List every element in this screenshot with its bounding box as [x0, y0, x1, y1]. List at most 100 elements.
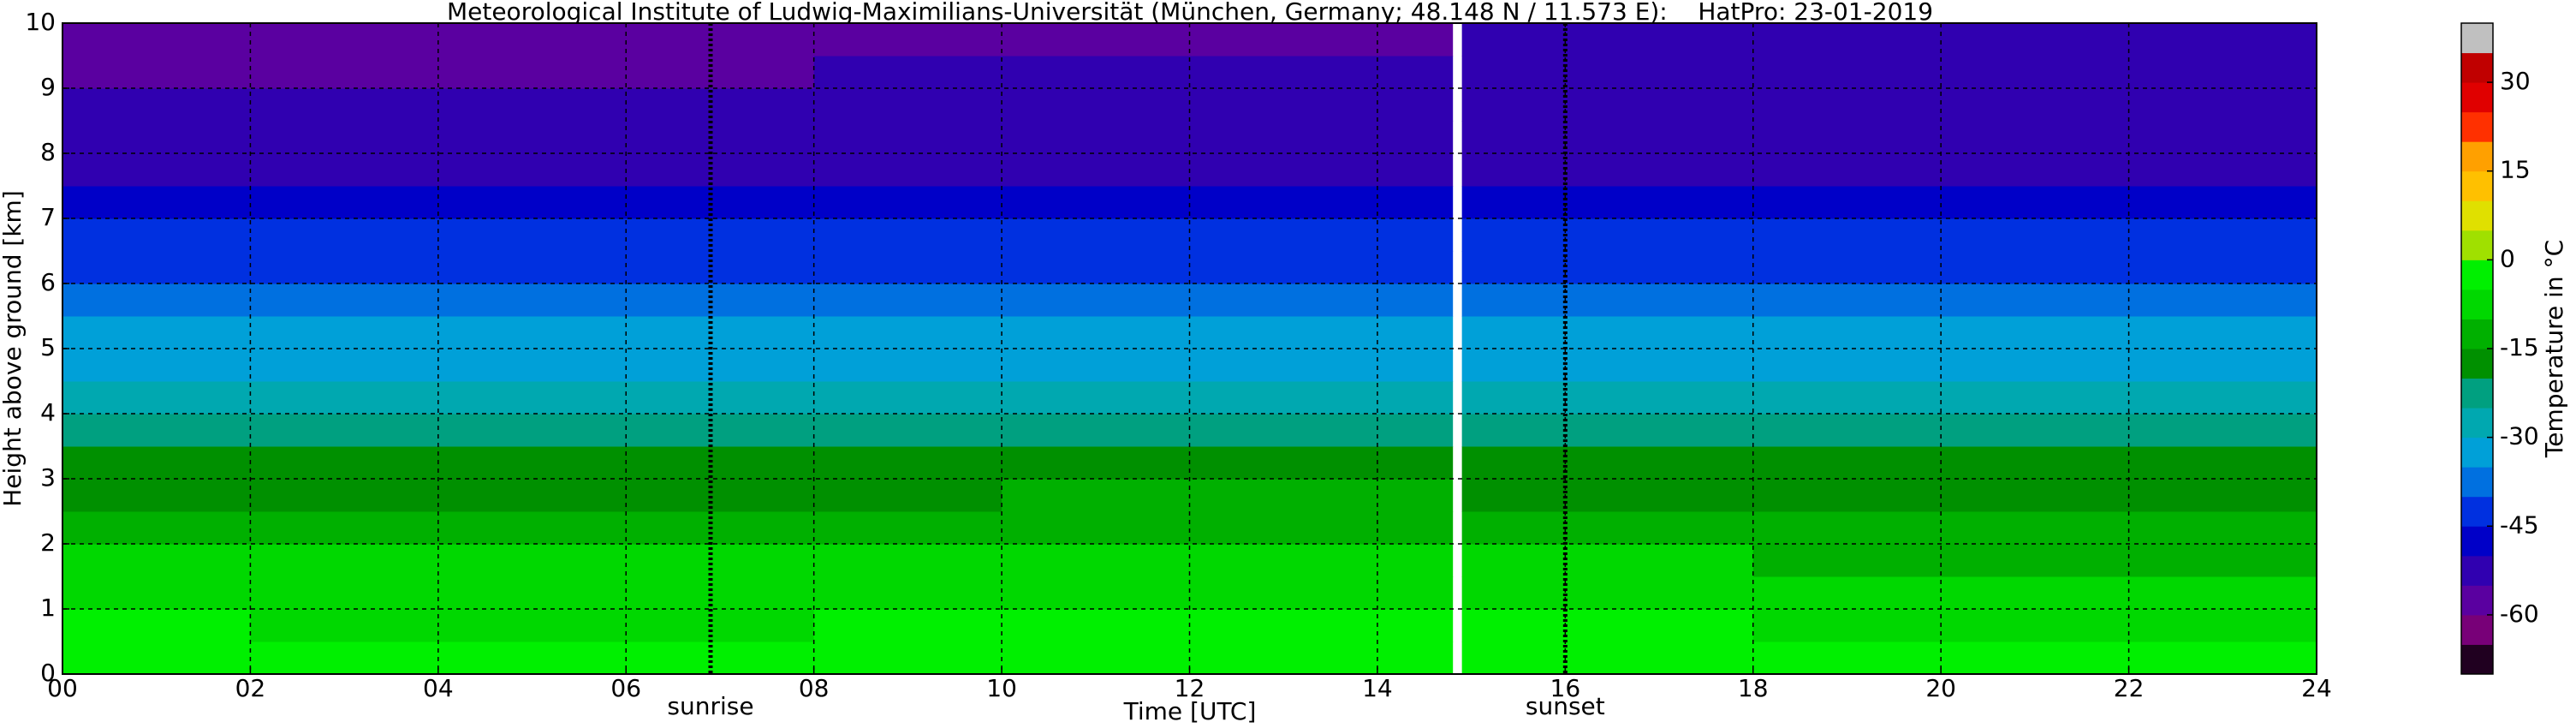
- heat-cell: [1461, 121, 1566, 154]
- heat-cell: [250, 479, 439, 512]
- heat-cell: [62, 121, 251, 154]
- heat-cell: [626, 576, 815, 610]
- heat-cell: [1002, 316, 1190, 349]
- colorbar-level: [2461, 585, 2493, 616]
- heat-cell: [2128, 544, 2317, 577]
- heat-cell: [1565, 446, 1754, 480]
- heat-cell: [250, 316, 439, 349]
- x-tick-label: 20: [1925, 674, 1956, 702]
- heat-cell: [250, 121, 439, 154]
- heat-cell: [626, 544, 815, 577]
- heat-cell: [1752, 316, 1942, 349]
- heat-cell: [1002, 446, 1190, 480]
- heat-cell: [1002, 283, 1190, 317]
- heat-cell: [1461, 56, 1566, 89]
- heat-cell: [626, 23, 815, 57]
- heat-cell: [2128, 153, 2317, 187]
- heat-cell: [1565, 56, 1754, 89]
- heat-cell: [250, 349, 439, 382]
- heat-cell: [813, 88, 1002, 122]
- heat-cell: [437, 186, 627, 219]
- x-tick-label: 02: [235, 674, 266, 702]
- heat-cell: [813, 283, 1002, 317]
- heat-cell: [1189, 511, 1378, 545]
- heat-cell: [2128, 316, 2317, 349]
- heat-cell: [1002, 479, 1190, 512]
- heat-cell: [2128, 56, 2317, 89]
- y-tick-label: 2: [40, 528, 56, 557]
- annotation-label: sunrise: [667, 692, 753, 720]
- heat-cell: [1941, 283, 2130, 317]
- heat-cell: [62, 609, 251, 642]
- heat-cell: [62, 186, 251, 219]
- heat-cell: [1941, 56, 2130, 89]
- heat-cell: [1565, 511, 1754, 545]
- heat-cell: [1461, 251, 1566, 284]
- heat-cell: [626, 349, 815, 382]
- x-tick-label: 16: [1550, 674, 1581, 702]
- heat-cell: [62, 56, 251, 89]
- colorbar-level: [2461, 170, 2493, 201]
- heat-cell: [626, 283, 815, 317]
- heat-cell: [1941, 316, 2130, 349]
- heat-cell: [1752, 349, 1942, 382]
- colorbar-level: [2461, 408, 2493, 439]
- heat-cell: [2128, 479, 2317, 512]
- heat-cell: [437, 88, 627, 122]
- heat-cell: [1461, 609, 1566, 642]
- heat-cell: [1377, 641, 1454, 675]
- heat-cell: [813, 121, 1002, 154]
- heat-cell: [62, 283, 251, 317]
- heat-cell: [626, 381, 815, 415]
- heat-cell: [1377, 186, 1454, 219]
- heat-cell: [626, 641, 815, 675]
- colorbar-level: [2461, 437, 2493, 468]
- heat-cell: [1752, 479, 1942, 512]
- heat-cell: [250, 381, 439, 415]
- heat-cell: [1752, 609, 1942, 642]
- heat-cell: [1189, 576, 1378, 610]
- heat-cell: [1189, 544, 1378, 577]
- heat-cell: [62, 641, 251, 675]
- heat-cell: [626, 446, 815, 480]
- heat-cell: [1002, 153, 1190, 187]
- heat-cell: [1565, 479, 1754, 512]
- heat-cell: [1189, 251, 1378, 284]
- x-tick-label: 04: [423, 674, 454, 702]
- heat-cell: [626, 609, 815, 642]
- colorbar-tick-label: -15: [2500, 333, 2539, 361]
- heat-cell: [2128, 576, 2317, 610]
- heat-cell: [437, 414, 627, 447]
- colorbar-level: [2461, 319, 2493, 349]
- heat-cell: [250, 153, 439, 187]
- colorbar-tick-label: -45: [2500, 510, 2539, 539]
- heat-cell: [813, 251, 1002, 284]
- heat-cell: [1461, 316, 1566, 349]
- heat-cell: [62, 381, 251, 415]
- heat-cell: [62, 251, 251, 284]
- heat-cell: [813, 218, 1002, 252]
- heat-cell: [1461, 479, 1566, 512]
- colorbar-level: [2461, 23, 2493, 54]
- heat-cell: [1189, 186, 1378, 219]
- y-axis-label: Height above ground [km]: [0, 190, 27, 507]
- heat-cell: [250, 641, 439, 675]
- colorbar-tick-label: 0: [2500, 244, 2515, 272]
- heat-cell: [2128, 641, 2317, 675]
- heat-cell: [1461, 381, 1566, 415]
- heat-cell: [1752, 414, 1942, 447]
- colorbar-level: [2461, 82, 2493, 113]
- heat-cell: [1941, 576, 2130, 610]
- heat-cell: [1565, 218, 1754, 252]
- heat-cell: [437, 641, 627, 675]
- heat-cell: [1002, 121, 1190, 154]
- colorbar-level: [2461, 111, 2493, 142]
- heat-cell: [2128, 251, 2317, 284]
- heat-cell: [250, 576, 439, 610]
- heat-cell: [437, 609, 627, 642]
- heat-cell: [813, 381, 1002, 415]
- heat-cell: [2128, 121, 2317, 154]
- heat-cell: [250, 186, 439, 219]
- chart-title: Meteorological Institute of Ludwig-Maxim…: [447, 0, 1933, 26]
- heat-cell: [1189, 88, 1378, 122]
